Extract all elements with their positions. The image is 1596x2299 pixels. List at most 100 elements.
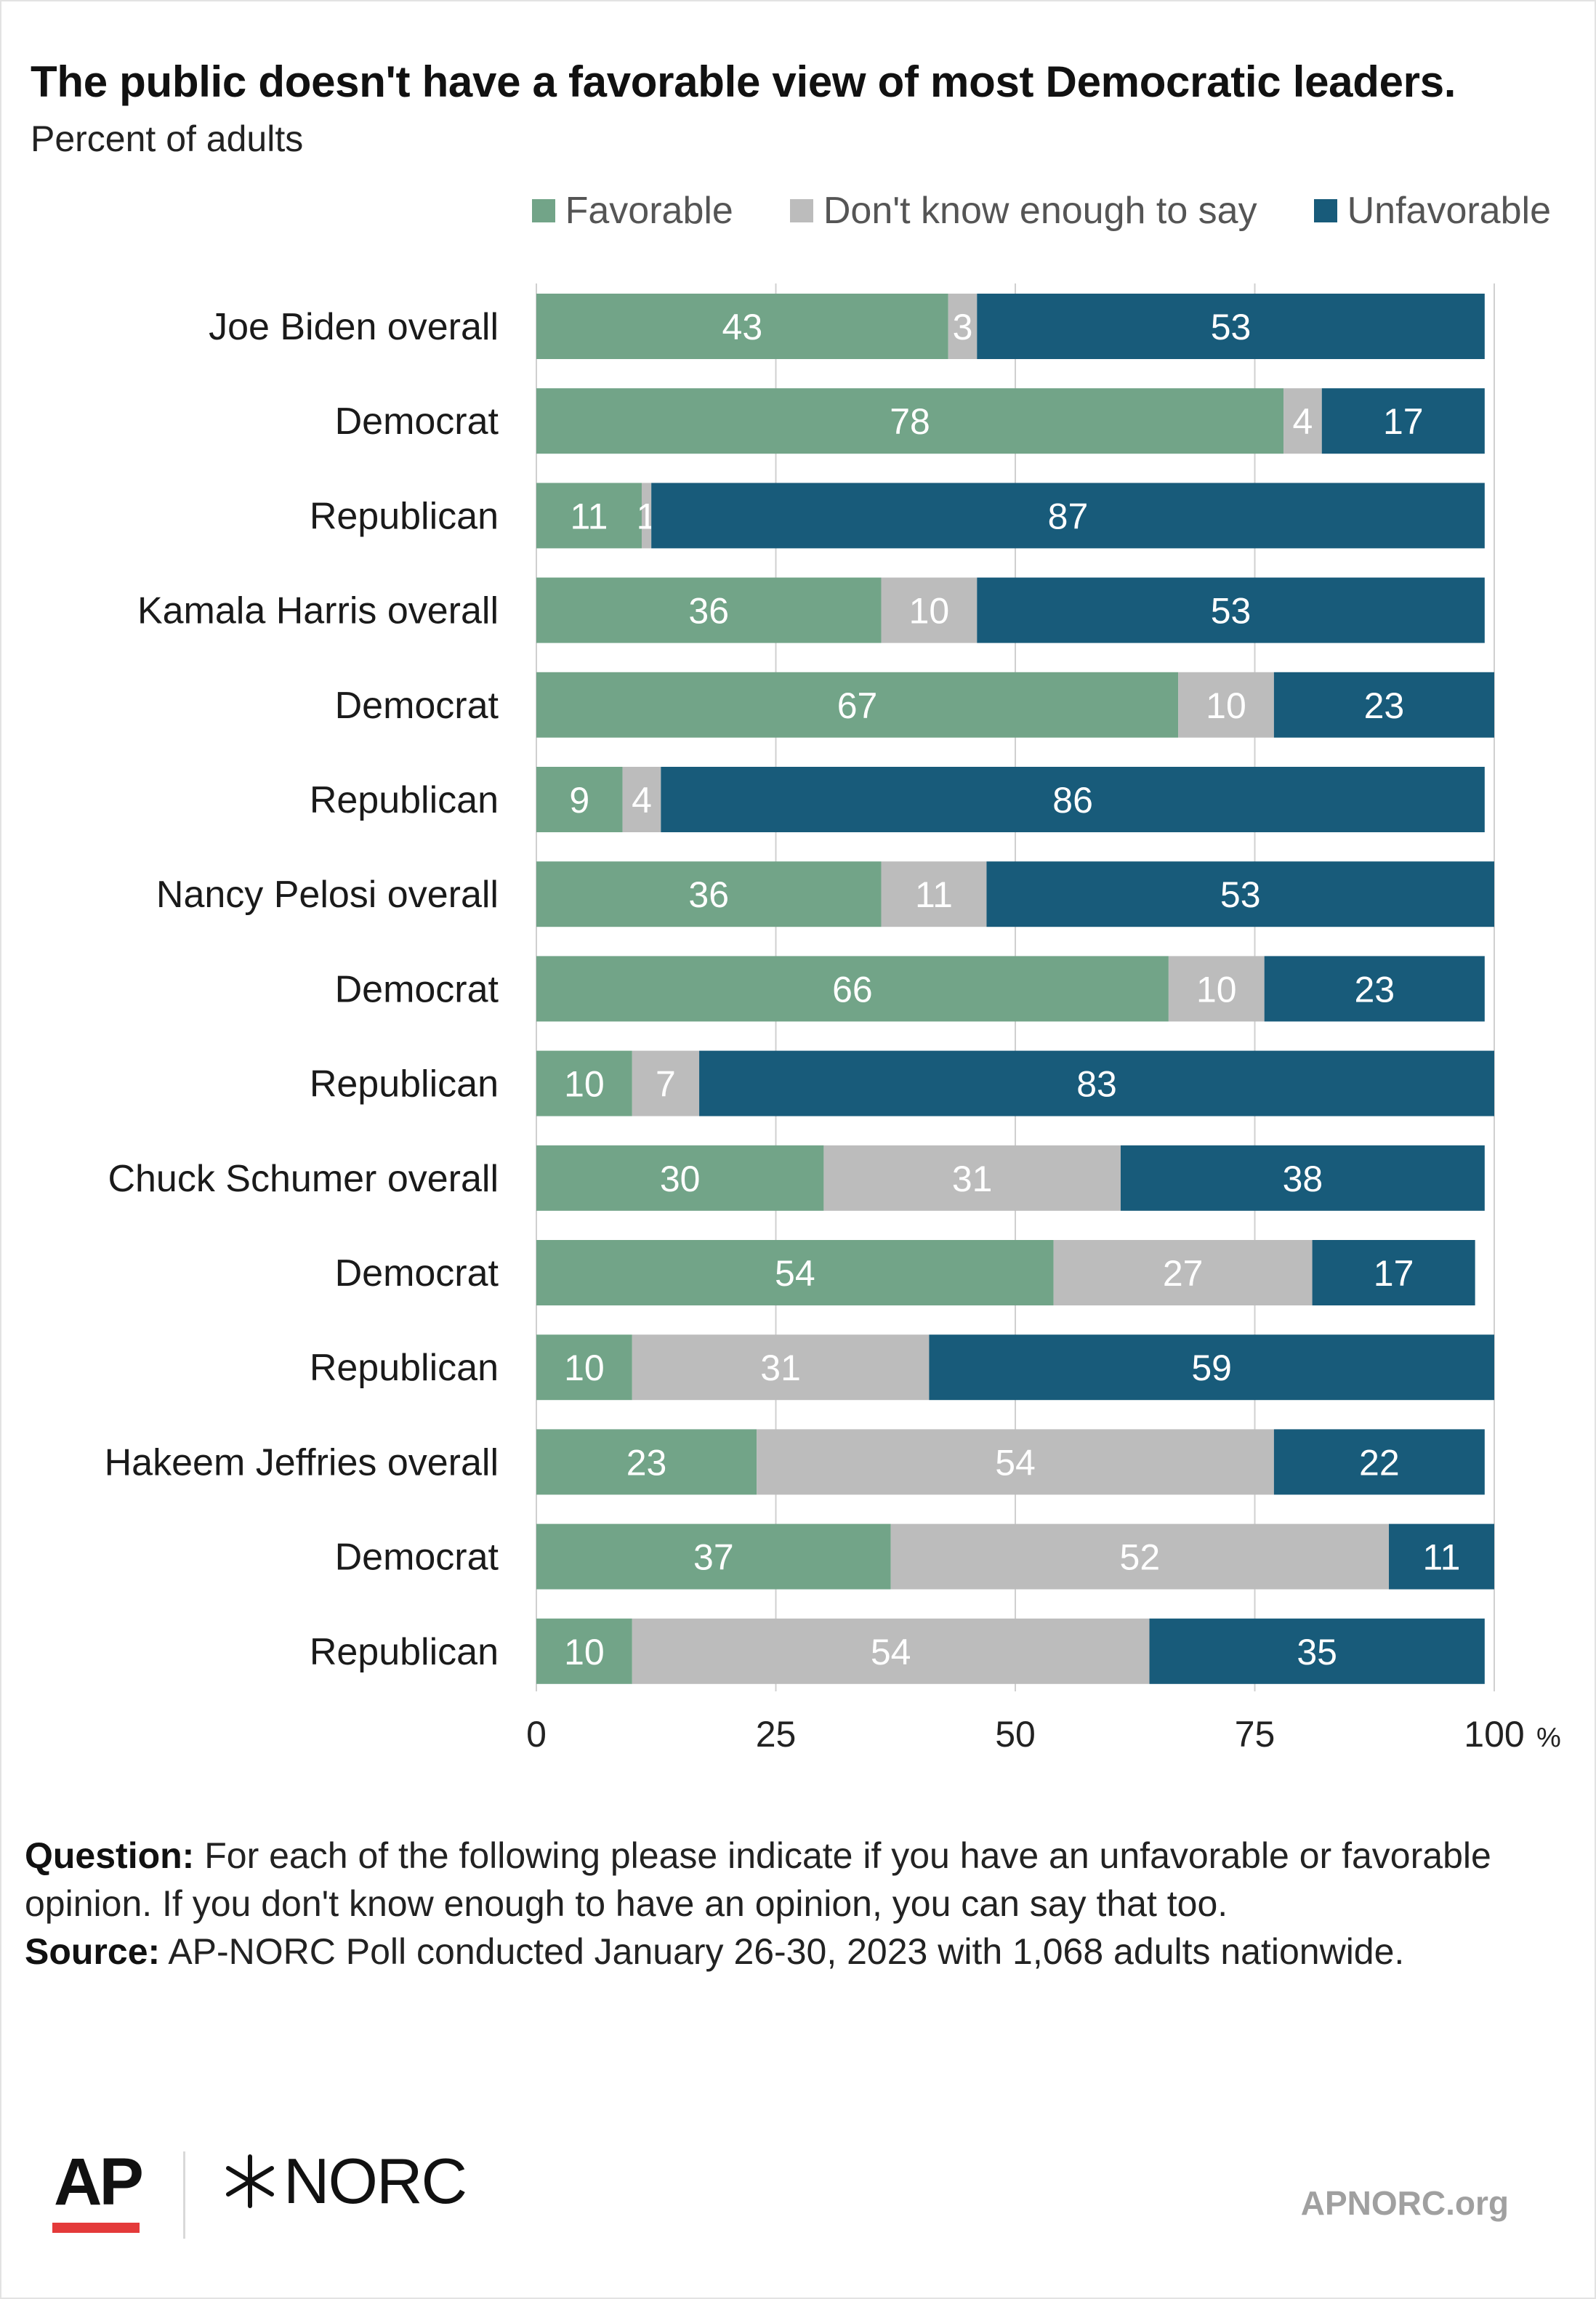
legend-label-unfavorable: Unfavorable <box>1347 190 1551 232</box>
bar-segment-favorable <box>536 483 642 549</box>
legend-item-favorable: Favorable <box>531 189 733 233</box>
data-label-unfavorable: 53 <box>1220 874 1261 915</box>
bar-segment-unfavorable <box>1273 1429 1485 1495</box>
category-label: Democrat <box>335 1252 499 1295</box>
data-label-favorable: 78 <box>890 401 930 442</box>
category-label: Republican <box>310 1631 499 1673</box>
data-label-favorable: 10 <box>564 1348 605 1388</box>
bar-segment-dont-know <box>622 767 661 832</box>
category-label: Republican <box>310 1347 499 1389</box>
data-label-unfavorable: 38 <box>1283 1159 1323 1199</box>
data-label-favorable: 43 <box>722 307 763 347</box>
bar-segment-favorable <box>536 1145 824 1211</box>
data-label-unfavorable: 23 <box>1354 969 1395 1010</box>
data-label-dont-know: 11 <box>915 874 953 915</box>
bar-segment-unfavorable <box>1273 672 1494 738</box>
x-tick-label: 50 <box>995 1714 1036 1755</box>
chart-legend: Favorable Don't know enough to say Unfav… <box>475 189 1551 233</box>
bar-segment-unfavorable <box>651 483 1485 549</box>
data-label-unfavorable: 17 <box>1383 401 1424 442</box>
question-text: For each of the following please indicat… <box>25 1835 1491 1924</box>
data-label-favorable: 37 <box>693 1537 734 1578</box>
stacked-bar-chart: 0 25 50 75 100 %Joe Biden overall 43 3 53Democra… <box>105 283 1561 1755</box>
bar-segment-dont-know <box>881 861 987 927</box>
data-label-unfavorable: 87 <box>1048 496 1089 536</box>
category-label: Hakeem Jeffries overall <box>105 1441 499 1483</box>
legend-label-favorable: Favorable <box>565 190 733 232</box>
category-label: Democrat <box>335 685 499 727</box>
logo-divider <box>183 2151 185 2239</box>
category-label: Democrat <box>335 1537 499 1579</box>
chart-footer: Question: For each of the following plea… <box>25 1832 1565 1976</box>
data-label-dont-know: 31 <box>760 1348 801 1388</box>
data-label-favorable: 10 <box>564 1632 605 1672</box>
category-label: Republican <box>310 779 499 821</box>
chart-subtitle: Percent of adults <box>31 118 304 159</box>
bar-segment-favorable <box>536 1050 632 1116</box>
data-label-favorable: 54 <box>775 1253 815 1294</box>
bar-segment-dont-know <box>1168 956 1265 1022</box>
bar-segment-dont-know <box>1283 388 1322 454</box>
data-label-favorable: 10 <box>564 1064 605 1105</box>
data-label-dont-know: 10 <box>909 591 950 632</box>
bar-segment-unfavorable <box>1321 388 1485 454</box>
data-label-unfavorable: 83 <box>1076 1064 1117 1105</box>
data-label-favorable: 67 <box>837 685 878 726</box>
data-label-favorable: 11 <box>571 496 608 536</box>
data-label-unfavorable: 53 <box>1211 591 1252 632</box>
data-label-unfavorable: 53 <box>1211 307 1252 347</box>
data-label-dont-know: 27 <box>1163 1253 1204 1294</box>
bar-segment-dont-know <box>948 294 978 359</box>
category-label: Democrat <box>335 968 499 1010</box>
category-label: Democrat <box>335 400 499 443</box>
source-text: AP-NORC Poll conducted January 26-30, 20… <box>168 1931 1405 1972</box>
data-label-dont-know: 31 <box>952 1159 993 1199</box>
chart-title: The public doesn't have a favorable view… <box>31 57 1456 106</box>
data-label-unfavorable: 11 <box>1423 1537 1461 1578</box>
legend-item-dont-know: Don't know enough to say <box>789 189 1257 233</box>
data-label-dont-know: 4 <box>1292 401 1313 442</box>
category-label: Republican <box>310 1063 499 1106</box>
data-label-favorable: 30 <box>660 1159 701 1199</box>
data-label-dont-know: 54 <box>871 1632 911 1672</box>
website-link[interactable]: APNORC.org <box>1300 2184 1509 2222</box>
bar-segment-favorable <box>536 956 1169 1022</box>
data-label-dont-know: 52 <box>1120 1537 1161 1578</box>
data-label-dont-know: 10 <box>1206 685 1246 726</box>
data-label-favorable: 66 <box>832 969 873 1010</box>
bar-segment-dont-know <box>641 483 652 549</box>
bar-segment-favorable <box>536 861 882 927</box>
data-label-dont-know: 3 <box>953 307 973 347</box>
x-tick-label: 0 <box>526 1714 547 1755</box>
bar-segment-dont-know <box>632 1618 1150 1684</box>
data-label-unfavorable: 23 <box>1364 685 1405 726</box>
bar-segment-unfavorable <box>661 767 1485 832</box>
data-label-unfavorable: 86 <box>1052 780 1093 821</box>
data-label-unfavorable: 35 <box>1297 1632 1337 1672</box>
bar-segment-unfavorable <box>699 1050 1494 1116</box>
x-tick-label: 100 <box>1464 1714 1524 1755</box>
legend-label-dont-know: Don't know enough to say <box>823 190 1257 232</box>
data-label-favorable: 36 <box>688 874 729 915</box>
data-label-dont-know: 54 <box>995 1442 1036 1483</box>
category-label: Chuck Schumer overall <box>108 1158 499 1200</box>
data-label-dont-know: 10 <box>1196 969 1237 1010</box>
bar-segment-favorable <box>536 1429 757 1495</box>
legend-swatch-dont-know <box>789 199 813 222</box>
legend-swatch-unfavorable <box>1313 199 1337 222</box>
bar-segment-favorable <box>536 1334 632 1401</box>
category-label: Nancy Pelosi overall <box>156 874 499 916</box>
ap-logo: AP <box>54 2145 144 2219</box>
norc-logo: NORC <box>221 2144 467 2218</box>
bar-segment-favorable <box>536 672 1179 738</box>
data-label-dont-know: 7 <box>656 1064 676 1105</box>
x-axis-unit: % <box>1536 1723 1561 1753</box>
bar-segment-unfavorable <box>977 294 1485 359</box>
bar-segment-unfavorable <box>1312 1240 1475 1305</box>
bar-segment-dont-know <box>823 1145 1121 1211</box>
bar-segment-dont-know <box>632 1050 700 1116</box>
bar-segment-dont-know <box>1178 672 1274 738</box>
bar-segment-dont-know <box>890 1523 1390 1590</box>
x-tick-label: 75 <box>1235 1714 1275 1755</box>
legend-item-unfavorable: Unfavorable <box>1313 189 1551 233</box>
